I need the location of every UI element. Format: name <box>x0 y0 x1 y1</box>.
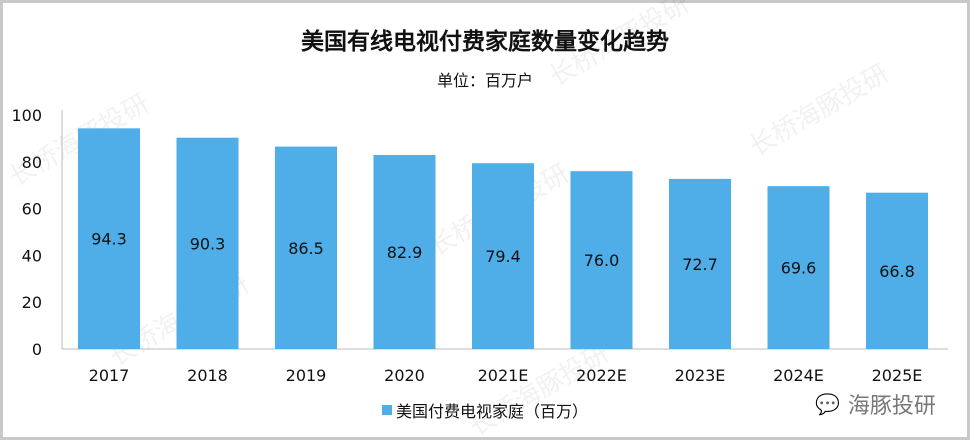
bar <box>472 163 534 349</box>
bar <box>866 192 928 349</box>
bar <box>373 155 436 349</box>
brand-text: 海豚投研 <box>847 394 936 419</box>
x-tick-label: 2017 <box>89 366 130 385</box>
y-tick-label: 100 <box>11 106 42 125</box>
data-label: 72.7 <box>682 255 718 274</box>
data-label: 66.8 <box>879 262 915 281</box>
y-tick-label: 20 <box>22 293 42 312</box>
legend: 美国付费电视家庭（百万） <box>382 398 588 422</box>
x-tick-label: 2023E <box>675 366 726 385</box>
x-tick-label: 2024E <box>773 366 824 385</box>
bar <box>78 128 140 349</box>
data-label: 90.3 <box>190 234 226 253</box>
y-tick-label: 80 <box>22 153 42 172</box>
data-label: 79.4 <box>485 247 521 266</box>
x-tick-label: 2021E <box>478 366 529 385</box>
brand-logo: 💬 海豚投研 <box>815 388 936 420</box>
chart-title: 美国有线电视付费家庭数量变化趋势 <box>301 29 669 55</box>
x-tick-label: 2025E <box>872 366 923 385</box>
bar <box>767 186 830 349</box>
chart-subtitle: 单位：百万户 <box>436 71 533 90</box>
x-tick-label: 2022E <box>576 366 627 385</box>
bar <box>669 178 731 349</box>
y-tick-label: 60 <box>22 200 42 219</box>
data-label: 86.5 <box>288 239 324 258</box>
legend-swatch <box>382 405 392 415</box>
data-label: 76.0 <box>584 251 620 270</box>
legend-label: 美国付费电视家庭（百万） <box>396 402 589 421</box>
x-tick-label: 2019 <box>286 366 327 385</box>
y-tick-label: 0 <box>32 340 42 359</box>
data-label: 82.9 <box>387 243 423 262</box>
bar <box>176 137 239 349</box>
bar <box>570 171 633 349</box>
data-label: 94.3 <box>91 230 127 249</box>
x-tick-label: 2018 <box>187 366 228 385</box>
x-tick-label: 2020 <box>384 366 425 385</box>
wechat-icon: 💬 <box>815 392 840 416</box>
bar <box>275 146 337 349</box>
data-label: 69.6 <box>781 259 817 278</box>
y-tick-label: 40 <box>22 246 42 265</box>
